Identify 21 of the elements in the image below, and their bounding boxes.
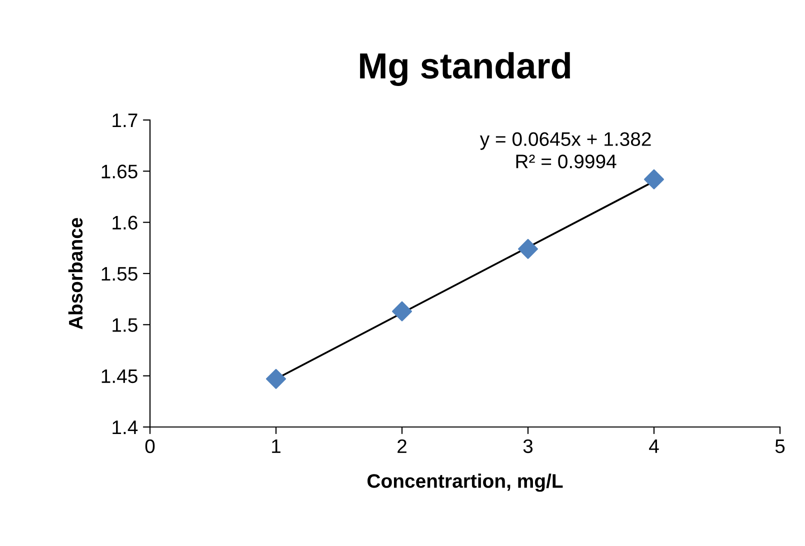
y-tick-label: 1.55 [102, 267, 138, 281]
y-axis-title: Absorbance [68, 218, 83, 330]
chart-title: Mg standard [360, 52, 570, 86]
x-tick-label: 0 [145, 439, 155, 454]
point [518, 238, 538, 259]
point [266, 368, 286, 389]
y-tick-label: 1.65 [102, 164, 138, 178]
x-tick-label: 2 [398, 439, 406, 453]
y-tick-label: 1.7 [112, 114, 138, 128]
x-axis-title: Concentrartion, mg/L [368, 474, 563, 492]
x-tick-label: 3 [523, 439, 533, 454]
x-tick-label: 5 [775, 440, 785, 454]
y-tick-label: 1.4 [112, 420, 138, 434]
x-tick-label: 1 [272, 440, 280, 453]
point [644, 169, 664, 190]
point [392, 301, 412, 322]
y-tick-label: 1.5 [112, 318, 138, 332]
y-tick-label: 1.45 [102, 370, 138, 384]
annotation: y = 0.0645x + 1.382 R² = 0.9994 [480, 132, 651, 168]
x-tick-label: 4 [649, 440, 659, 453]
y-tick-label: 1.6 [112, 216, 138, 230]
